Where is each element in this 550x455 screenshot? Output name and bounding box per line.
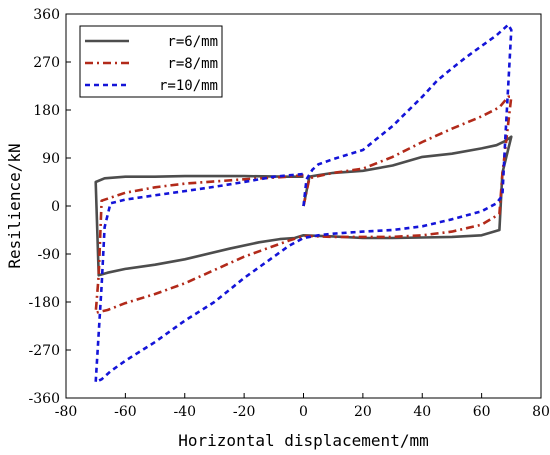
- y-tick-label: -360: [29, 391, 60, 407]
- x-axis-label: Horizontal displacement/mm: [178, 431, 428, 450]
- x-tick-label: -60: [114, 404, 137, 420]
- legend-label-2: r=8/mm: [167, 56, 218, 72]
- x-tick-label: 60: [473, 404, 491, 420]
- y-tick-label: -180: [29, 295, 60, 311]
- x-tick-label: -20: [233, 404, 256, 420]
- y-tick-label: 360: [33, 7, 60, 23]
- y-tick-label: 270: [33, 55, 60, 71]
- legend-label-3: r=10/mm: [159, 78, 218, 94]
- y-tick-label: 180: [33, 103, 60, 119]
- x-tick-label: -40: [173, 404, 196, 420]
- legend-label-1: r=6/mm: [167, 34, 218, 50]
- y-tick-label: -90: [37, 247, 60, 263]
- x-tick-label: 80: [532, 404, 550, 420]
- x-tick-label: 40: [413, 404, 431, 420]
- y-tick-label: 0: [51, 199, 60, 215]
- y-tick-label: 90: [42, 151, 60, 167]
- y-tick-label: -270: [29, 343, 60, 359]
- legend: r=6/mm r=8/mm r=10/mm: [80, 26, 222, 97]
- y-axis-label: Resilience/kN: [5, 143, 24, 268]
- x-tick-label: 20: [354, 404, 372, 420]
- x-tick-label: 0: [299, 404, 308, 420]
